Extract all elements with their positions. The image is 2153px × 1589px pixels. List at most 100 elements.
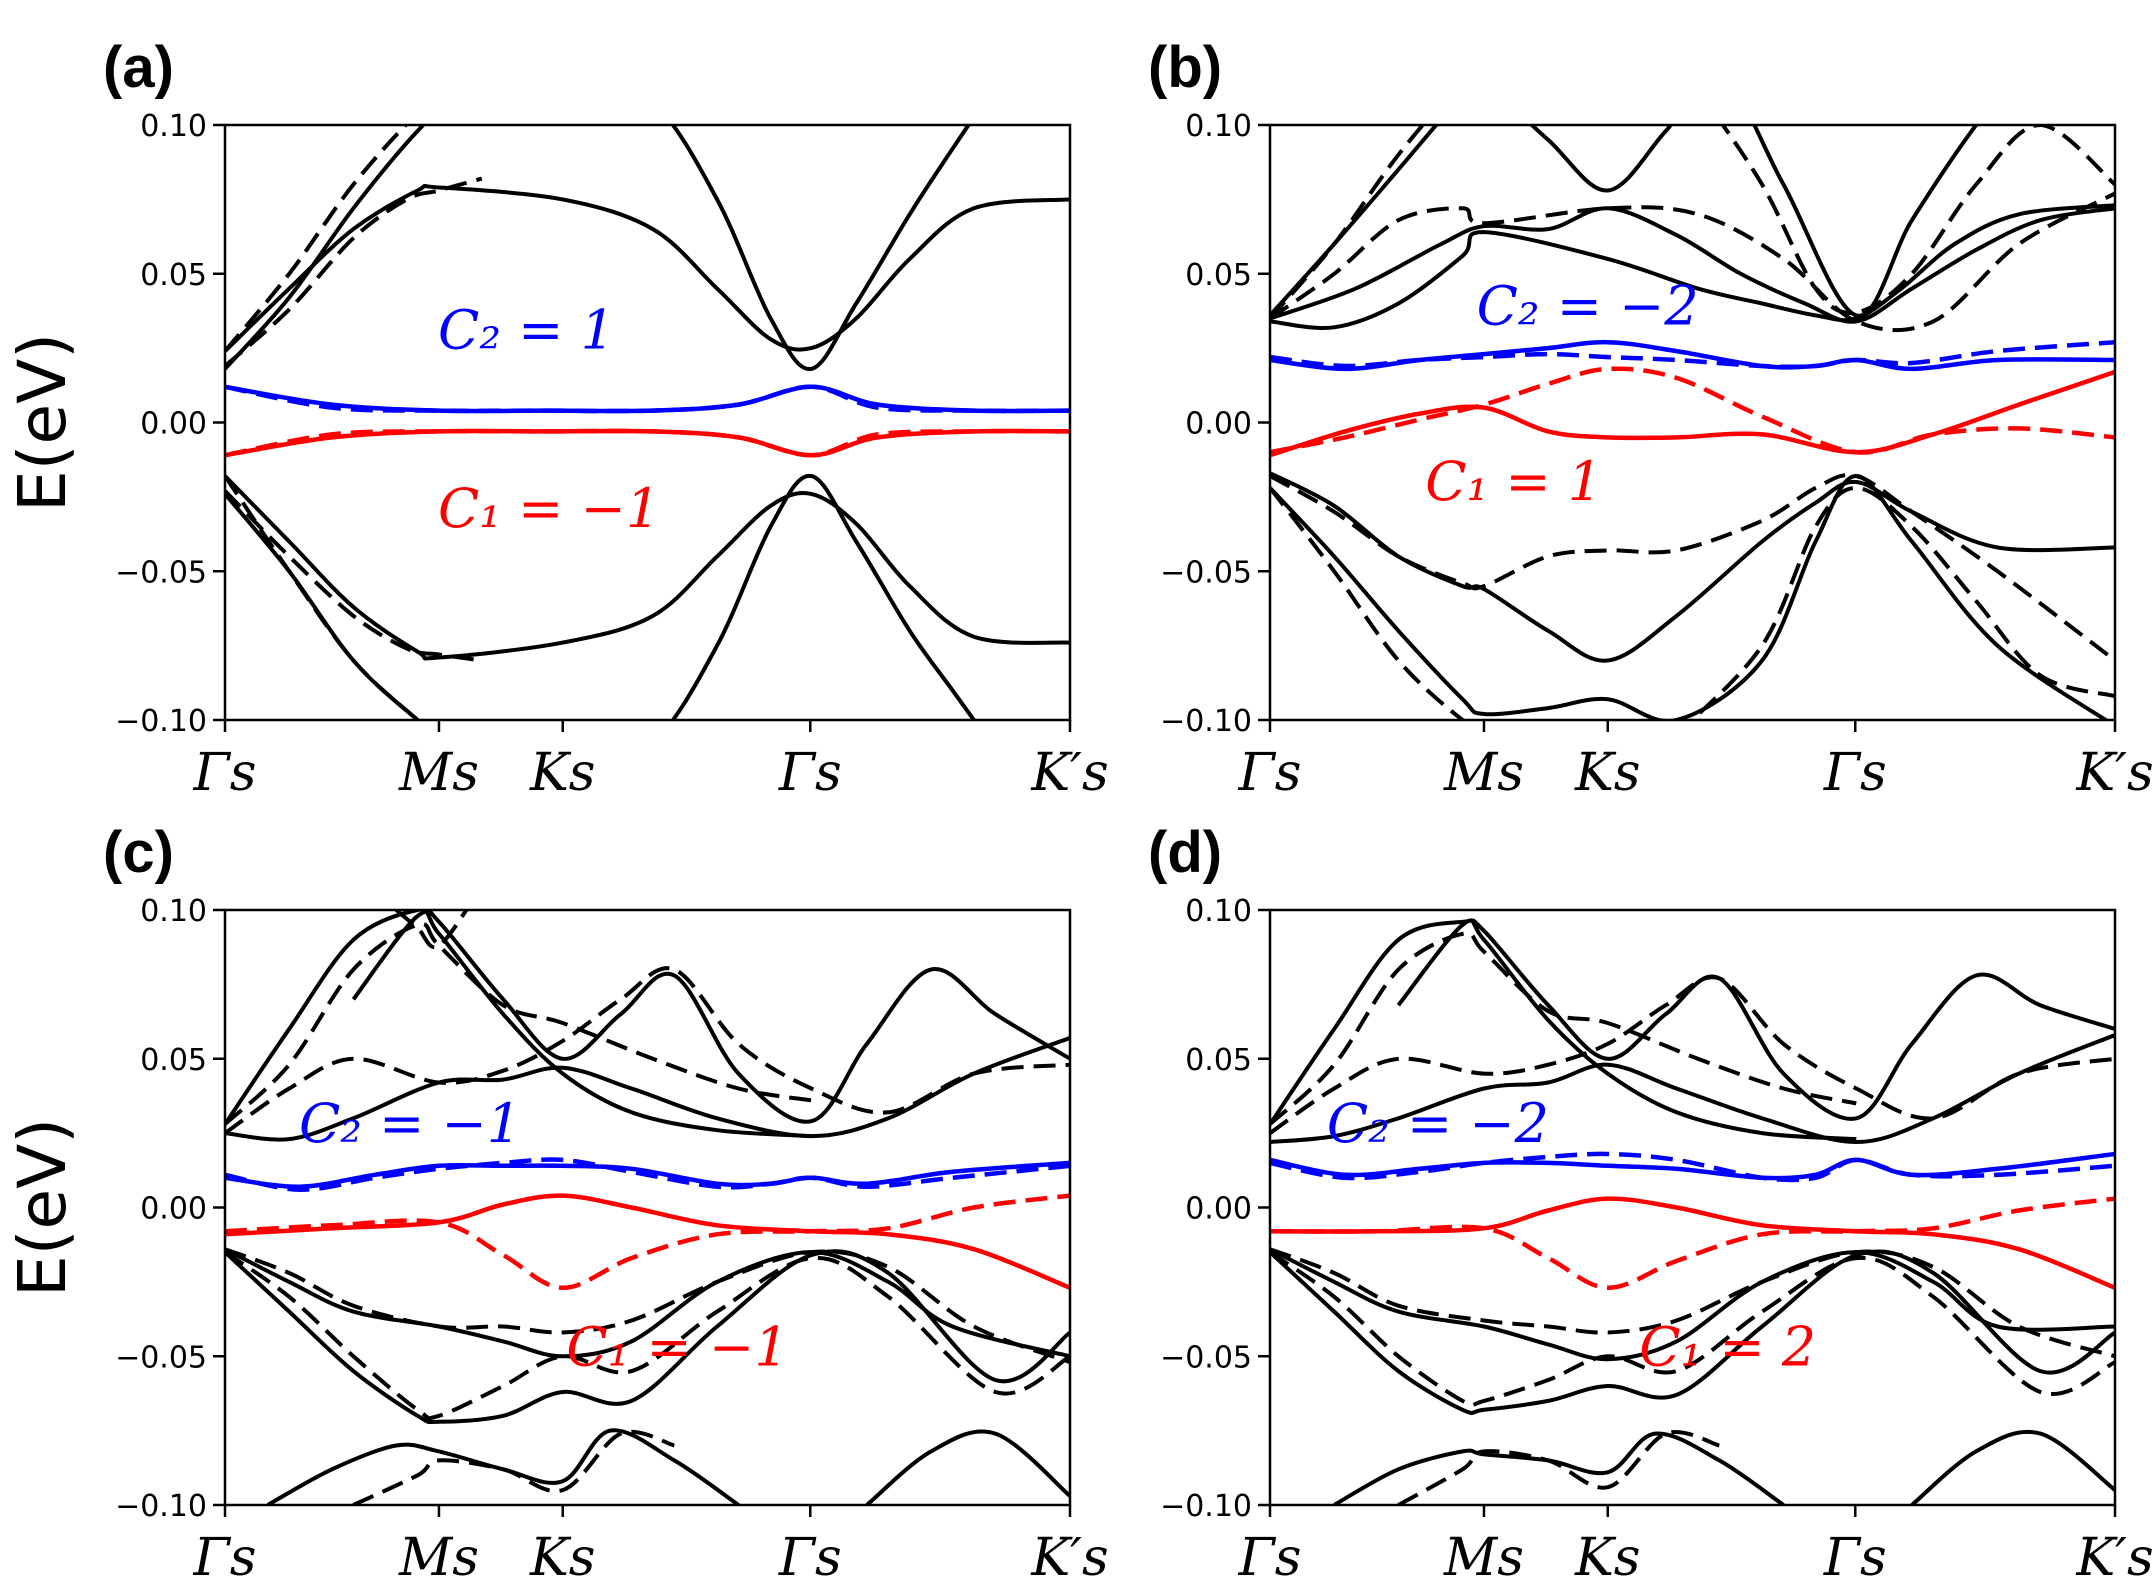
y-axis-label: E(eV): [4, 333, 81, 512]
series-line-band-v2: [225, 1249, 1070, 1425]
y-tick-label: 0.05: [140, 258, 207, 293]
y-tick-label: 0.05: [140, 1043, 207, 1078]
x-tick-label: Ms: [398, 1528, 479, 1588]
y-tick-label: 0.00: [1185, 1192, 1252, 1227]
series-line-blue-solid: [1270, 1151, 2115, 1181]
panel-label: (d): [1148, 820, 1222, 885]
chern-number-label: C₁ = 2: [1639, 1315, 1816, 1378]
panel-label: (c): [103, 820, 174, 885]
x-tick-label: Ks: [1574, 743, 1641, 803]
x-tick-label: Γs: [1823, 1528, 1887, 1588]
y-tick-label: −0.05: [1160, 555, 1252, 590]
series-line-red-dashed: [225, 1193, 1070, 1291]
x-tick-label: Γs: [1823, 743, 1887, 803]
chern-number-label: C₁ = −1: [566, 1315, 788, 1378]
y-axis-label: E(eV): [4, 1118, 81, 1297]
series-line-band-c2-dash: [225, 125, 409, 353]
chern-number-label: C₂ = −1: [299, 1092, 521, 1155]
y-tick-label: 0.10: [1185, 894, 1252, 929]
x-tick-label: Ms: [1443, 743, 1524, 803]
series-line-band-v-dash2: [1270, 486, 1466, 720]
series-line-band-v-dash3: [1689, 485, 2115, 720]
series-line-band-c4: [1528, 125, 1979, 318]
y-tick-label: 0.00: [140, 407, 207, 442]
series-group: [225, 125, 1070, 720]
axes-frame: [1268, 908, 2117, 1507]
series-line-band-c-dash2: [225, 922, 812, 1126]
y-tick-label: 0.00: [140, 1192, 207, 1227]
chern-number-label: C₂ = −2: [1477, 274, 1699, 337]
series-group: [1270, 125, 2115, 720]
y-tick-label: 0.10: [140, 894, 207, 929]
series-line-band-v2-dash: [225, 474, 421, 720]
series-line-band-c3: [1270, 125, 1439, 317]
series-line-band-c1: [1270, 206, 2115, 324]
series-group: [225, 910, 1070, 1505]
series-line-blue-dashed: [225, 384, 1070, 414]
panel-d: (d) 0.10 0.05 0.00 −0.05 −0.10 Γs Ms Ks Γs K′s C₂ =…: [1148, 820, 2153, 1588]
y-tick-label: −0.10: [1160, 704, 1252, 739]
chern-number-label: C₁ = −1: [438, 477, 660, 540]
series-line-band-v4: [1910, 1429, 2115, 1505]
axes-frame: [1268, 123, 2117, 722]
series-line-band-v4: [865, 1429, 1070, 1505]
y-tick-label: 0.10: [140, 109, 207, 144]
series-line-band-c1: [225, 183, 1070, 353]
series-line-band-c2: [225, 125, 971, 371]
series-line-band-v1: [1270, 1247, 2115, 1362]
series-line-band-v2: [1270, 474, 2110, 720]
x-tick-label: Γs: [778, 1528, 842, 1588]
x-tick-label: Ks: [529, 1528, 596, 1588]
series-line-band-v1: [225, 1247, 1070, 1359]
panel-a: (a) E(eV) 0.10 0.05 0.00 −0.05 −0.10 Γs Ms Ks Γs K′…: [4, 35, 1109, 803]
chern-number-label: C₂ = −2: [1327, 1092, 1549, 1155]
series-line-red-dashed: [225, 428, 1070, 458]
series-line-band-c-dash3: [394, 910, 469, 950]
series-line-red-solid: [1270, 369, 2115, 458]
x-tick-label: Ks: [1574, 1528, 1641, 1588]
series-line-band-v1: [225, 474, 1070, 661]
series-line-band-c-dash2: [1270, 931, 1857, 1126]
series-line-band-c2: [225, 1036, 1070, 1142]
series-line-band-c-dash3: [1720, 125, 2115, 315]
chern-number-label: C₂ = 1: [438, 298, 615, 361]
y-tick-label: −0.05: [1160, 1340, 1252, 1375]
panel-label: (a): [103, 35, 174, 100]
series-line-blue-dashed: [1270, 339, 2115, 369]
x-tick-label: K′s: [1030, 743, 1108, 803]
x-tick-label: K′s: [2075, 743, 2153, 803]
series-line-band-v-dash1: [225, 1247, 1070, 1365]
series-line-band-v-dash2: [225, 1250, 1070, 1421]
series-line-band-c1-dash: [225, 176, 483, 368]
series-line-red-dashed: [1270, 366, 2115, 455]
y-tick-label: 0.05: [1185, 1043, 1252, 1078]
axes-frame: [223, 908, 1072, 1507]
series-line-band-c2: [1270, 1033, 2115, 1144]
x-tick-label: Ks: [529, 743, 596, 803]
y-tick-label: −0.10: [1160, 1489, 1252, 1524]
x-tick-label: Γs: [1238, 743, 1302, 803]
series-line-band-v-dash1: [1270, 473, 2115, 663]
series-line-band-c-dash1: [1270, 975, 2115, 1135]
series-line-band-v-dash3: [1397, 1430, 1720, 1505]
series-line-red-dashed: [1270, 1196, 2115, 1291]
series-line-band-c2: [1270, 203, 2115, 330]
series-line-blue-solid: [1270, 339, 2115, 372]
y-tick-label: −0.05: [115, 1340, 207, 1375]
series-line-band-v-dash2: [1270, 1250, 2115, 1408]
series-group: [1270, 918, 2115, 1505]
series-line-band-v-dash1: [1270, 1247, 2115, 1359]
series-line-red-solid: [225, 1193, 1070, 1290]
panel-label: (b): [1148, 35, 1222, 100]
series-line-band-v2: [1270, 1249, 2115, 1415]
y-tick-label: −0.05: [115, 555, 207, 590]
series-line-blue-solid: [225, 1160, 1070, 1189]
x-tick-label: Γs: [193, 1528, 257, 1588]
y-tick-label: −0.10: [115, 704, 207, 739]
y-tick-label: −0.10: [115, 1489, 207, 1524]
series-line-band-v1-dash: [225, 489, 483, 663]
series-line-band-c-dash1: [1270, 191, 2115, 333]
series-line-blue-dashed: [1270, 1151, 2115, 1183]
series-line-band-c3: [1396, 918, 1857, 1142]
